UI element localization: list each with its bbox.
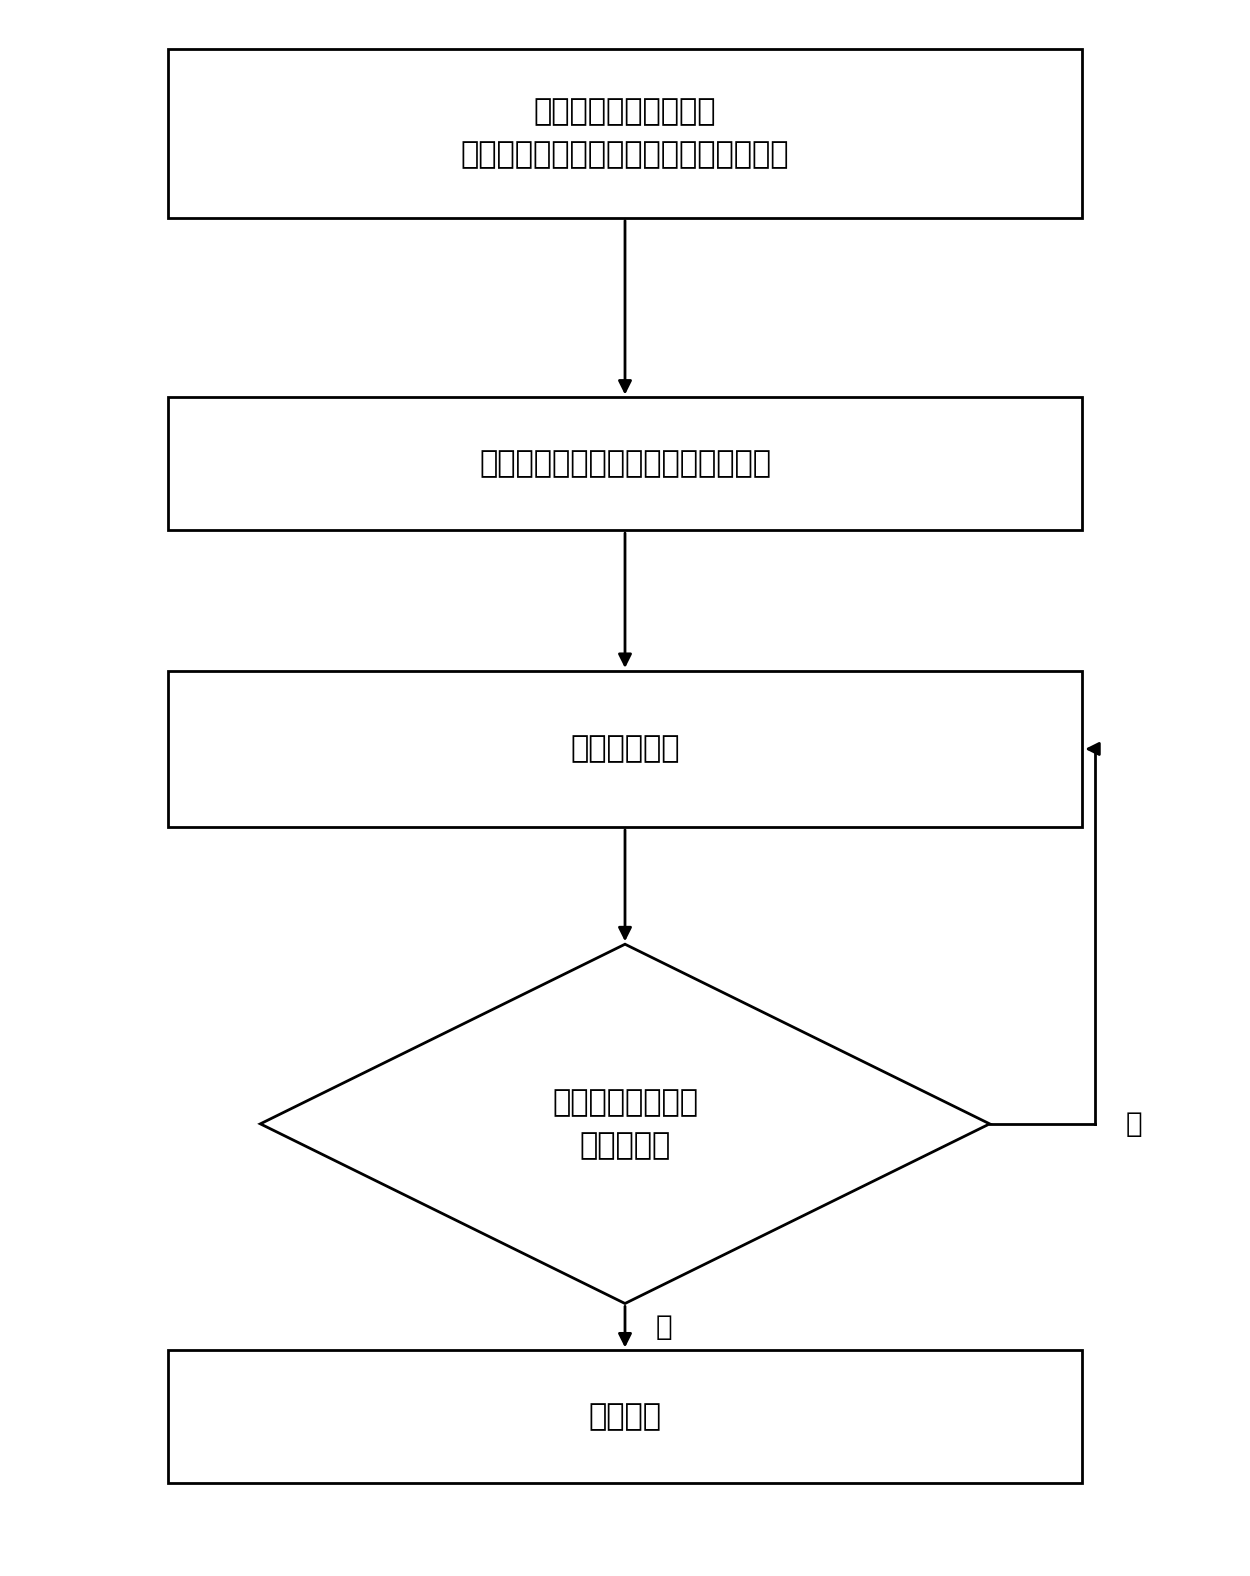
Text: 否: 否 (1126, 1110, 1142, 1138)
Text: 是: 是 (656, 1313, 672, 1341)
Text: 分析伺服电机系统模型
（主要分析结构特性以及确定系统参数）: 分析伺服电机系统模型 （主要分析结构特性以及确定系统参数） (461, 98, 789, 169)
Text: 调节控制参数: 调节控制参数 (570, 734, 680, 763)
Text: 精确性和快速性是
否满足要求: 精确性和快速性是 否满足要求 (552, 1087, 698, 1160)
Text: 伺服电机延时观测器设计和滑模控制: 伺服电机延时观测器设计和滑模控制 (479, 449, 771, 479)
Bar (168, 397, 1082, 530)
Text: 设计结束: 设计结束 (589, 1403, 661, 1431)
Bar (168, 49, 1082, 217)
Polygon shape (260, 944, 990, 1303)
Bar (168, 671, 1082, 827)
Bar (168, 1351, 1082, 1483)
